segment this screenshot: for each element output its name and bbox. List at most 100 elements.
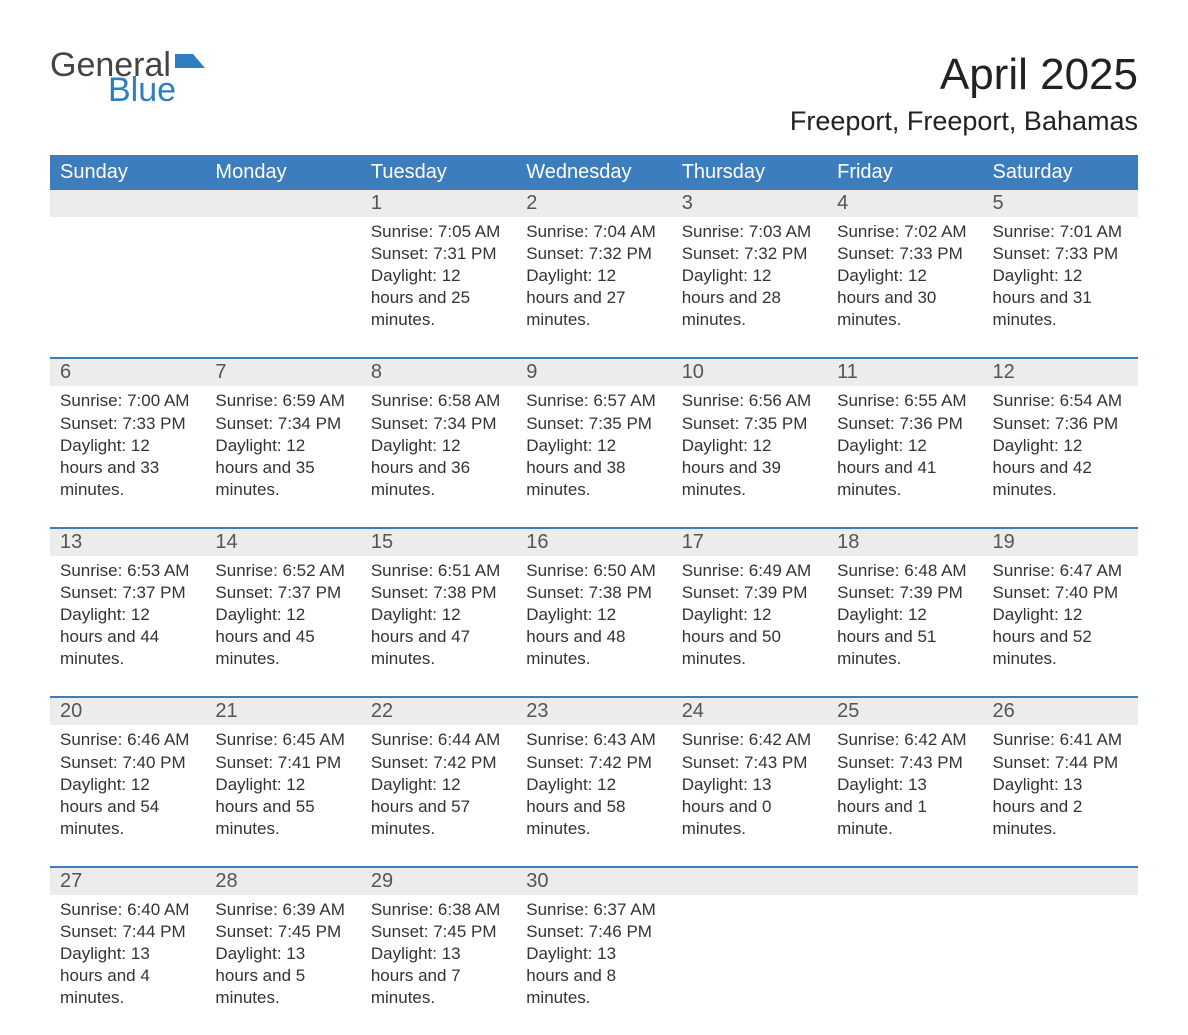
week-row: 12345Sunrise: 7:05 AMSunset: 7:31 PMDayl… <box>50 190 1138 357</box>
day-content-strip: Sunrise: 7:05 AMSunset: 7:31 PMDaylight:… <box>50 217 1138 357</box>
day-number: 17 <box>672 529 827 556</box>
day-number: 22 <box>361 698 516 725</box>
day-cell: Sunrise: 6:44 AMSunset: 7:42 PMDaylight:… <box>361 725 516 865</box>
day-cell: Sunrise: 6:53 AMSunset: 7:37 PMDaylight:… <box>50 556 205 696</box>
day-number: 19 <box>983 529 1138 556</box>
daylight-text: Daylight: 12 hours and 54 minutes. <box>60 774 195 840</box>
day-cell <box>50 217 205 357</box>
day-cell: Sunrise: 6:43 AMSunset: 7:42 PMDaylight:… <box>516 725 671 865</box>
daylight-text: Daylight: 12 hours and 38 minutes. <box>526 435 661 501</box>
day-cell: Sunrise: 6:58 AMSunset: 7:34 PMDaylight:… <box>361 386 516 526</box>
sunrise-text: Sunrise: 7:00 AM <box>60 390 195 412</box>
day-number: 25 <box>827 698 982 725</box>
day-cell: Sunrise: 6:49 AMSunset: 7:39 PMDaylight:… <box>672 556 827 696</box>
sunrise-text: Sunrise: 6:55 AM <box>837 390 972 412</box>
sunrise-text: Sunrise: 6:49 AM <box>682 560 817 582</box>
sunrise-text: Sunrise: 6:59 AM <box>215 390 350 412</box>
sunset-text: Sunset: 7:33 PM <box>993 243 1128 265</box>
daylight-text: Daylight: 12 hours and 57 minutes. <box>371 774 506 840</box>
sunrise-text: Sunrise: 6:52 AM <box>215 560 350 582</box>
daylight-text: Daylight: 13 hours and 2 minutes. <box>993 774 1128 840</box>
day-number: 11 <box>827 359 982 386</box>
day-cell: Sunrise: 6:41 AMSunset: 7:44 PMDaylight:… <box>983 725 1138 865</box>
day-cell: Sunrise: 6:51 AMSunset: 7:38 PMDaylight:… <box>361 556 516 696</box>
week-row: 20212223242526Sunrise: 6:46 AMSunset: 7:… <box>50 696 1138 865</box>
day-content-strip: Sunrise: 6:46 AMSunset: 7:40 PMDaylight:… <box>50 725 1138 865</box>
day-cell <box>827 895 982 1035</box>
sunset-text: Sunset: 7:41 PM <box>215 752 350 774</box>
calendar-page: General Blue April 2025 Freeport, Freepo… <box>0 0 1188 1035</box>
daylight-text: Daylight: 12 hours and 33 minutes. <box>60 435 195 501</box>
sunrise-text: Sunrise: 6:54 AM <box>993 390 1128 412</box>
sunset-text: Sunset: 7:33 PM <box>60 413 195 435</box>
week-row: 6789101112Sunrise: 7:00 AMSunset: 7:33 P… <box>50 357 1138 526</box>
day-cell: Sunrise: 6:39 AMSunset: 7:45 PMDaylight:… <box>205 895 360 1035</box>
day-number: 3 <box>672 190 827 217</box>
daylight-text: Daylight: 13 hours and 1 minute. <box>837 774 972 840</box>
day-number-strip: 13141516171819 <box>50 529 1138 556</box>
week-row: 13141516171819Sunrise: 6:53 AMSunset: 7:… <box>50 527 1138 696</box>
day-number: 12 <box>983 359 1138 386</box>
day-number-strip: 20212223242526 <box>50 698 1138 725</box>
day-number: 13 <box>50 529 205 556</box>
day-cell: Sunrise: 6:47 AMSunset: 7:40 PMDaylight:… <box>983 556 1138 696</box>
daylight-text: Daylight: 12 hours and 28 minutes. <box>682 265 817 331</box>
day-number: 24 <box>672 698 827 725</box>
daylight-text: Daylight: 12 hours and 50 minutes. <box>682 604 817 670</box>
weekday-header: Wednesday <box>516 155 671 190</box>
month-title: April 2025 <box>790 50 1138 100</box>
sunrise-text: Sunrise: 6:51 AM <box>371 560 506 582</box>
day-number: 8 <box>361 359 516 386</box>
day-cell: Sunrise: 7:00 AMSunset: 7:33 PMDaylight:… <box>50 386 205 526</box>
daylight-text: Daylight: 12 hours and 31 minutes. <box>993 265 1128 331</box>
day-number: 21 <box>205 698 360 725</box>
daylight-text: Daylight: 12 hours and 35 minutes. <box>215 435 350 501</box>
title-block: April 2025 Freeport, Freeport, Bahamas <box>790 50 1138 137</box>
daylight-text: Daylight: 12 hours and 39 minutes. <box>682 435 817 501</box>
sunrise-text: Sunrise: 6:57 AM <box>526 390 661 412</box>
day-number: 15 <box>361 529 516 556</box>
page-header: General Blue April 2025 Freeport, Freepo… <box>50 50 1138 137</box>
sunrise-text: Sunrise: 7:01 AM <box>993 221 1128 243</box>
sunrise-text: Sunrise: 6:42 AM <box>682 729 817 751</box>
sunset-text: Sunset: 7:39 PM <box>837 582 972 604</box>
logo: General Blue <box>50 50 205 105</box>
sunset-text: Sunset: 7:35 PM <box>682 413 817 435</box>
sunset-text: Sunset: 7:46 PM <box>526 921 661 943</box>
day-number: 18 <box>827 529 982 556</box>
daylight-text: Daylight: 12 hours and 47 minutes. <box>371 604 506 670</box>
sunset-text: Sunset: 7:36 PM <box>837 413 972 435</box>
day-number: 30 <box>516 868 671 895</box>
day-cell <box>205 217 360 357</box>
daylight-text: Daylight: 12 hours and 36 minutes. <box>371 435 506 501</box>
sunset-text: Sunset: 7:31 PM <box>371 243 506 265</box>
day-number-strip: 6789101112 <box>50 359 1138 386</box>
daylight-text: Daylight: 12 hours and 30 minutes. <box>837 265 972 331</box>
daylight-text: Daylight: 13 hours and 7 minutes. <box>371 943 506 1009</box>
weekday-header-row: Sunday Monday Tuesday Wednesday Thursday… <box>50 155 1138 190</box>
sunrise-text: Sunrise: 7:05 AM <box>371 221 506 243</box>
daylight-text: Daylight: 12 hours and 55 minutes. <box>215 774 350 840</box>
sunrise-text: Sunrise: 6:45 AM <box>215 729 350 751</box>
day-content-strip: Sunrise: 6:40 AMSunset: 7:44 PMDaylight:… <box>50 895 1138 1035</box>
daylight-text: Daylight: 12 hours and 41 minutes. <box>837 435 972 501</box>
day-number-strip: 27282930 <box>50 868 1138 895</box>
daylight-text: Daylight: 12 hours and 27 minutes. <box>526 265 661 331</box>
sunset-text: Sunset: 7:38 PM <box>526 582 661 604</box>
sunset-text: Sunset: 7:34 PM <box>215 413 350 435</box>
sunset-text: Sunset: 7:38 PM <box>371 582 506 604</box>
day-cell: Sunrise: 6:46 AMSunset: 7:40 PMDaylight:… <box>50 725 205 865</box>
day-content-strip: Sunrise: 7:00 AMSunset: 7:33 PMDaylight:… <box>50 386 1138 526</box>
day-number <box>983 868 1138 895</box>
sunset-text: Sunset: 7:32 PM <box>682 243 817 265</box>
location-subtitle: Freeport, Freeport, Bahamas <box>790 106 1138 137</box>
day-number: 20 <box>50 698 205 725</box>
day-number: 9 <box>516 359 671 386</box>
day-cell: Sunrise: 6:55 AMSunset: 7:36 PMDaylight:… <box>827 386 982 526</box>
sunset-text: Sunset: 7:43 PM <box>837 752 972 774</box>
daylight-text: Daylight: 13 hours and 5 minutes. <box>215 943 350 1009</box>
day-number: 6 <box>50 359 205 386</box>
day-cell: Sunrise: 6:42 AMSunset: 7:43 PMDaylight:… <box>827 725 982 865</box>
daylight-text: Daylight: 12 hours and 25 minutes. <box>371 265 506 331</box>
weekday-header: Tuesday <box>361 155 516 190</box>
